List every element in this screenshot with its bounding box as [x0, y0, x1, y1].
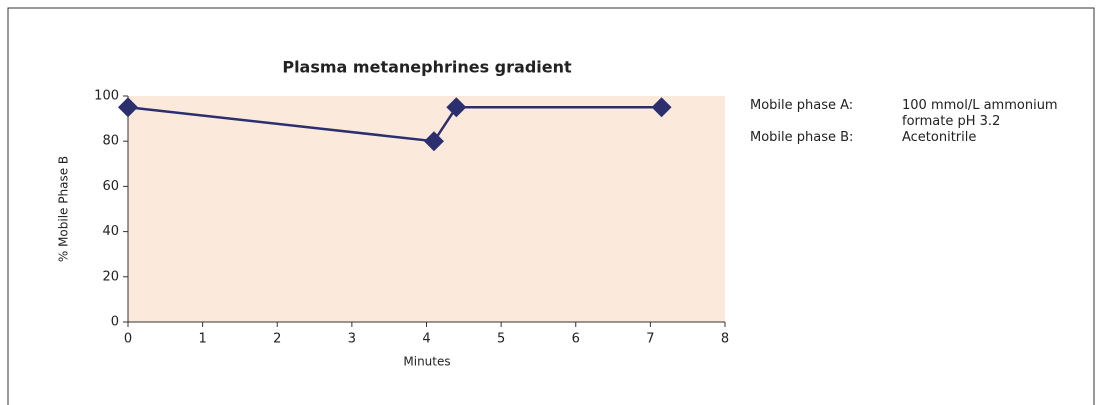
y-tick-label: 40 [102, 224, 119, 239]
note-label: Mobile phase A: [750, 98, 854, 113]
x-tick-label: 5 [497, 332, 505, 347]
note-text: 100 mmol/L ammonium formate pH 3.2 [902, 98, 1058, 129]
frame [7, 7, 1095, 405]
x-tick-label: 3 [348, 332, 356, 347]
x-tick-label: 4 [422, 332, 430, 347]
line [127, 106, 662, 143]
y-tick-label: 100 [94, 89, 119, 104]
marker [446, 97, 467, 118]
y-tick-label: 0 [111, 315, 119, 330]
x-tick-label: 6 [572, 332, 580, 347]
marker [118, 97, 138, 118]
x-tick-label: 7 [646, 332, 654, 347]
x-tick-label: 8 [721, 332, 729, 347]
note-text: Acetonitrile [902, 130, 977, 145]
x-axis-label: Minutes [403, 355, 450, 369]
chart-title: Plasma metanephrines gradient [282, 58, 572, 77]
plot-area [128, 96, 725, 322]
x-tick-label: 1 [198, 332, 206, 347]
note-label: Mobile phase B: [750, 130, 854, 145]
y-tick-label: 60 [102, 179, 119, 194]
x-tick-label: 2 [273, 332, 281, 347]
marker [651, 97, 672, 118]
y-axis-label: % Mobile Phase B [57, 156, 71, 262]
marker [423, 131, 444, 152]
x-tick-label: 0 [124, 332, 132, 347]
y-tick-label: 20 [102, 269, 119, 284]
y-tick-label: 80 [102, 134, 119, 149]
